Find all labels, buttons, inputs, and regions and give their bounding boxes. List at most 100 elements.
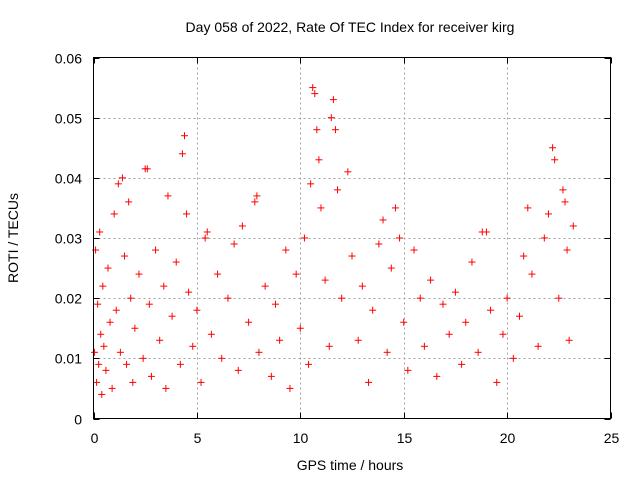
data-point: [110, 210, 118, 218]
data-point: [344, 168, 352, 176]
x-tick-label: 25: [604, 430, 620, 446]
x-tick-label: 10: [293, 430, 309, 446]
data-point: [224, 294, 232, 302]
y-tick-label: 0.05: [55, 111, 82, 127]
data-point: [108, 384, 116, 392]
grid-lines: [93, 57, 611, 419]
y-tick-label: 0.01: [55, 351, 82, 367]
data-point: [106, 318, 114, 326]
data-point: [286, 384, 294, 392]
axis-ticks: [93, 57, 612, 420]
data-point: [451, 288, 459, 296]
data-point: [416, 294, 424, 302]
data-point: [540, 234, 548, 242]
data-point: [234, 366, 242, 374]
data-point: [145, 300, 153, 308]
data-point: [307, 180, 315, 188]
data-point: [379, 216, 387, 224]
data-point: [427, 276, 435, 284]
data-point: [520, 252, 528, 260]
data-point: [569, 222, 577, 230]
y-tick-label: 0.03: [55, 231, 82, 247]
data-point: [503, 294, 511, 302]
y-tick-label: 0.02: [55, 291, 82, 307]
data-point: [127, 294, 135, 302]
data-point: [97, 330, 105, 338]
data-point: [207, 330, 215, 338]
data-point: [493, 378, 501, 386]
x-tick-label: 5: [194, 430, 202, 446]
data-point: [147, 372, 155, 380]
data-point: [369, 306, 377, 314]
data-point: [365, 378, 373, 386]
y-tick-label: 0.06: [55, 51, 82, 67]
data-point: [458, 360, 466, 368]
data-point: [230, 240, 238, 248]
data-point: [121, 252, 129, 260]
data-point: [358, 282, 366, 290]
data-point: [396, 234, 404, 242]
data-point: [218, 354, 226, 362]
data-point: [271, 300, 279, 308]
data-point: [321, 276, 329, 284]
data-point: [135, 270, 143, 278]
data-point: [334, 186, 342, 194]
data-point: [292, 270, 300, 278]
data-points: [91, 84, 577, 398]
data-point: [96, 228, 104, 236]
data-point: [139, 354, 147, 362]
data-point: [499, 330, 507, 338]
data-point: [296, 324, 304, 332]
data-point: [445, 330, 453, 338]
data-point: [468, 258, 476, 266]
data-point: [561, 198, 569, 206]
data-point: [549, 144, 557, 152]
data-point: [516, 312, 524, 320]
data-point: [462, 318, 470, 326]
data-point: [193, 306, 201, 314]
data-point: [276, 336, 284, 344]
data-point: [104, 264, 112, 272]
data-point: [143, 165, 151, 173]
data-point: [565, 336, 573, 344]
x-tick-label: 0: [91, 430, 99, 446]
data-point: [329, 96, 337, 104]
data-point: [123, 360, 131, 368]
data-point: [99, 282, 107, 290]
data-point: [391, 204, 399, 212]
data-point: [551, 156, 559, 164]
data-point: [439, 300, 447, 308]
x-tick-label: 15: [397, 430, 413, 446]
data-point: [129, 378, 137, 386]
data-point: [261, 282, 269, 290]
data-point: [315, 156, 323, 164]
data-point: [176, 360, 184, 368]
data-point: [245, 318, 253, 326]
data-point: [309, 84, 317, 92]
data-point: [178, 150, 186, 158]
data-point: [118, 174, 126, 182]
data-point: [112, 306, 120, 314]
data-point: [528, 270, 536, 278]
data-point: [410, 246, 418, 254]
y-tick-labels: 0 0.01 0.02 0.03 0.04 0.05 0.06: [55, 51, 82, 428]
data-point: [325, 342, 333, 350]
data-point: [183, 210, 191, 218]
data-point: [474, 348, 482, 356]
data-point: [383, 348, 391, 356]
data-point: [201, 234, 209, 242]
data-point: [164, 192, 172, 200]
data-point: [91, 348, 99, 356]
data-point: [156, 336, 164, 344]
data-point: [238, 222, 246, 230]
data-point: [253, 192, 261, 200]
data-point: [116, 348, 124, 356]
data-point: [313, 126, 321, 134]
data-point: [98, 390, 106, 398]
data-point: [251, 198, 259, 206]
y-tick-label: 0: [74, 412, 82, 428]
data-point: [172, 258, 180, 266]
data-point: [203, 228, 211, 236]
data-point: [354, 336, 362, 344]
data-point: [420, 342, 428, 350]
